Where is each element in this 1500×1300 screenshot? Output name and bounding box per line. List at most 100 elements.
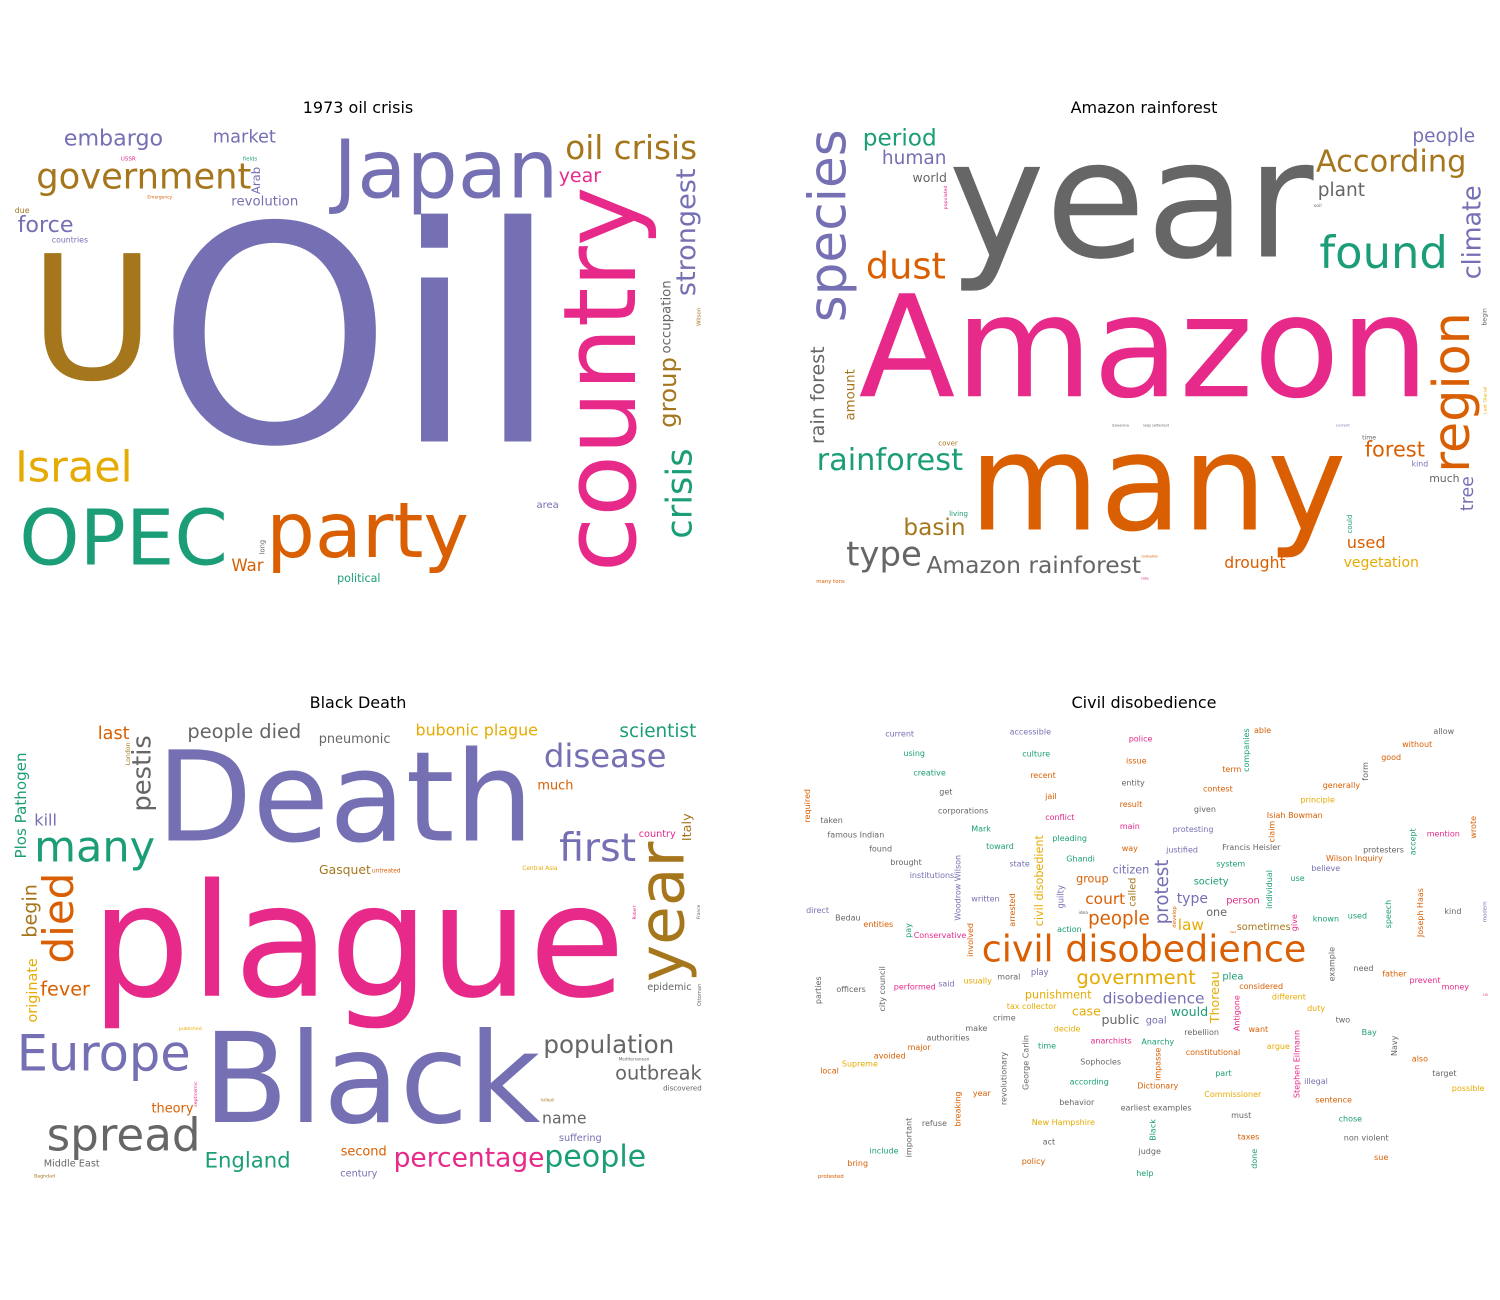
word-century: century xyxy=(340,1168,377,1179)
word-bring: bring xyxy=(847,1159,868,1168)
word-given: given xyxy=(1194,805,1216,814)
word-system: system xyxy=(1216,860,1245,869)
chart-title: Black Death xyxy=(309,693,407,712)
word-would: would xyxy=(1171,1004,1208,1019)
word-basin: basin xyxy=(903,514,965,541)
word-ussr: USSR xyxy=(121,157,136,163)
word-war: War xyxy=(231,556,263,575)
word-used: used xyxy=(1348,912,1367,921)
word-law: law xyxy=(1178,916,1204,934)
word-goal: goal xyxy=(1146,1016,1167,1027)
word-civil-disobedience: civil disobedience xyxy=(982,927,1306,970)
word-second: second xyxy=(341,1145,387,1160)
word-living: living xyxy=(949,510,968,518)
word-time: time xyxy=(1038,1041,1056,1050)
word-pay: pay xyxy=(904,923,913,938)
word-sentence: sentence xyxy=(1315,1096,1352,1105)
word-us: US xyxy=(1483,993,1489,997)
word-develop: develop xyxy=(1172,906,1178,928)
word-baghdad: Baghdad xyxy=(34,1174,55,1180)
word-breaking: breaking xyxy=(954,1091,963,1126)
chart-title: Amazon rainforest xyxy=(1070,98,1218,117)
word-party: party xyxy=(266,487,469,576)
word-vegetation: vegetation xyxy=(1344,555,1419,571)
word-countries: countries xyxy=(52,236,88,245)
word-principle: principle xyxy=(1300,796,1335,805)
word-person: person xyxy=(1226,896,1260,907)
word-government: government xyxy=(36,156,251,197)
word-protesters: protesters xyxy=(1363,845,1404,854)
word-last-glacial: Last Glacial xyxy=(1483,387,1489,414)
word-generally: generally xyxy=(1323,781,1361,790)
word-idea: idea xyxy=(1079,910,1089,916)
word-many: many xyxy=(34,823,155,873)
word-refuse: refuse xyxy=(922,1119,947,1128)
wordcloud-panel-civil-disobedience: Civil disobedience civil disobedience gov… xyxy=(798,693,1490,1183)
word-country: country xyxy=(639,829,676,840)
word-example: example xyxy=(1328,947,1337,982)
word-companies: companies xyxy=(1242,728,1251,771)
word-good: good xyxy=(1381,753,1401,762)
chart-title: 1973 oil crisis xyxy=(302,98,414,117)
word-oil-crisis: oil crisis xyxy=(565,129,697,167)
word-year: year xyxy=(559,165,602,187)
word-wilson: Wilson xyxy=(696,307,702,326)
word-rate: rate xyxy=(1141,576,1150,581)
word-issue: issue xyxy=(1126,756,1147,765)
word-make: make xyxy=(965,1024,987,1033)
word-amazon-rainforest: Amazon rainforest xyxy=(926,551,1141,579)
word-world: world xyxy=(913,170,947,185)
word-believe: believe xyxy=(1311,864,1340,873)
word-form: form xyxy=(1361,762,1370,781)
word-year: year xyxy=(626,841,699,982)
word-give: give xyxy=(1290,914,1299,931)
word-died: died xyxy=(34,873,83,964)
word-thoreau: Thoreau xyxy=(1207,971,1222,1024)
word-time: time xyxy=(1362,435,1376,442)
word-according: according xyxy=(1070,1078,1109,1087)
wordcloud-panel-black-death: Black Death plague Black Death year Europe sp… xyxy=(12,693,704,1183)
word-accessible: accessible xyxy=(1010,728,1051,737)
word-illegal: illegal xyxy=(1304,1077,1328,1086)
word-without: without xyxy=(1402,740,1432,749)
word-people: people xyxy=(1088,908,1150,929)
word-new-hampshire: New Hampshire xyxy=(1032,1118,1095,1127)
word-justified: justified xyxy=(1165,846,1198,855)
word-region: region xyxy=(1422,312,1481,473)
word-long: long xyxy=(259,540,267,554)
word-sophocles: Sophocles xyxy=(1080,1057,1121,1066)
word-killed: killed xyxy=(541,1098,554,1104)
word-could: could xyxy=(1346,515,1354,534)
word-year: year xyxy=(973,1089,992,1098)
word-money: money xyxy=(1442,983,1470,992)
word-begin: begin xyxy=(1482,308,1489,325)
word-occupation: occupation xyxy=(659,280,674,353)
word-jail: jail xyxy=(1044,792,1057,801)
word-political: political xyxy=(337,572,380,585)
word-published: published xyxy=(179,1026,202,1032)
word-percentage: percentage xyxy=(394,1142,545,1173)
word-authorities: authorities xyxy=(927,1034,970,1043)
word-part: part xyxy=(1215,1069,1231,1078)
word-area: area xyxy=(537,500,559,511)
word-need: need xyxy=(1354,964,1374,973)
word-decide: decide xyxy=(1054,1024,1081,1033)
word-speech: speech xyxy=(1384,900,1393,929)
word-gasquet: Gasquet xyxy=(319,862,371,877)
word-parties: parties xyxy=(814,976,823,1004)
word-rebellion: rebellion xyxy=(1184,1028,1219,1037)
word-originate: originate xyxy=(25,958,41,1022)
word-septicemic: septicemic xyxy=(193,1081,199,1107)
word-emergency: Emergency xyxy=(147,195,172,201)
word-suffering: suffering xyxy=(559,1133,602,1144)
word-tax-collector: tax collector xyxy=(1007,1002,1057,1011)
word-u: U xyxy=(29,219,155,420)
word-city-council: city council xyxy=(878,966,887,1011)
word-different: different xyxy=(1272,993,1306,1002)
word-protesting: protesting xyxy=(1173,825,1214,834)
word-brought: brought xyxy=(890,858,921,867)
wordcloud-area: plague Black Death year Europe spread many popu… xyxy=(12,721,704,1181)
